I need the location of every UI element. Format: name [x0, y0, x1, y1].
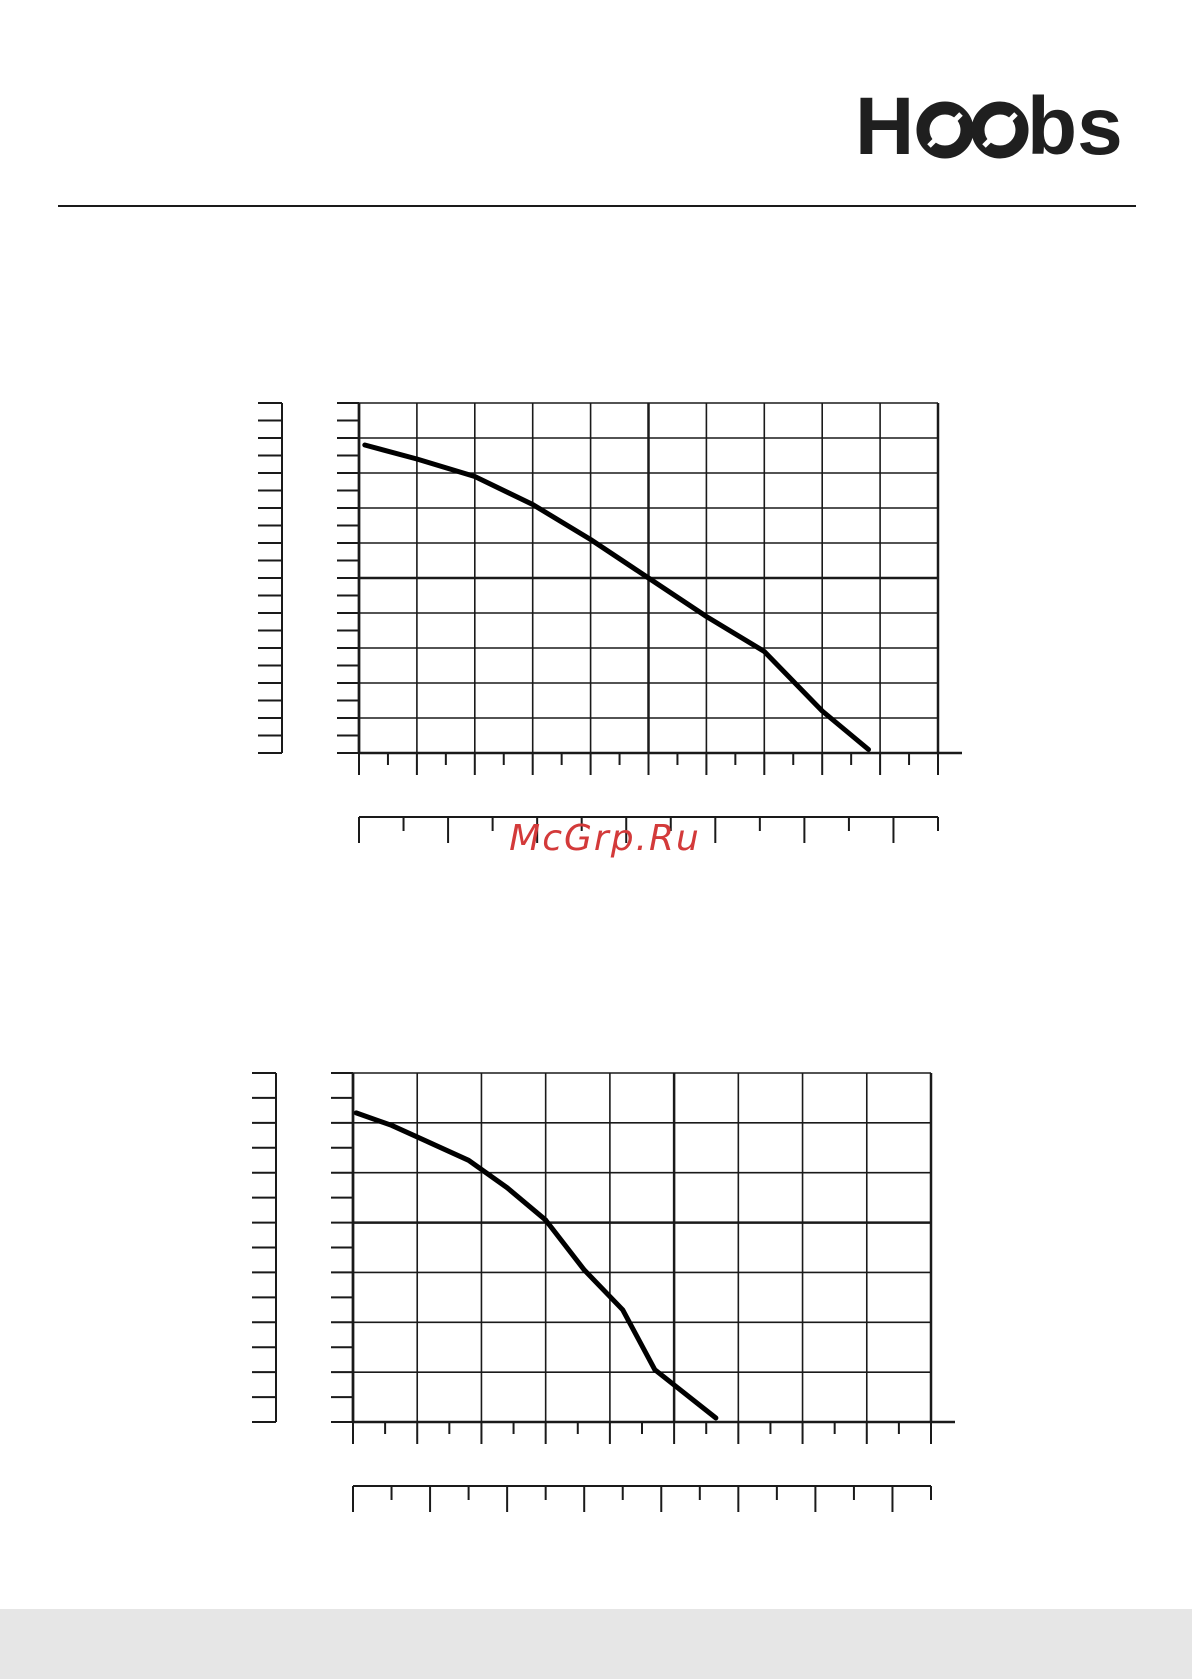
performance-curve [353, 1110, 719, 1421]
pump-curve-chart-2 [252, 1072, 955, 1512]
hoobs-logo: H bs [855, 84, 1123, 164]
svg-text:H: H [855, 84, 912, 164]
footer-band [0, 1609, 1192, 1679]
header-rule [58, 205, 1136, 207]
watermark-text: McGrp.Ru [509, 818, 701, 859]
svg-text:bs: bs [1027, 84, 1123, 164]
pump-curve-chart-1 [258, 402, 962, 843]
performance-curve [362, 442, 871, 752]
